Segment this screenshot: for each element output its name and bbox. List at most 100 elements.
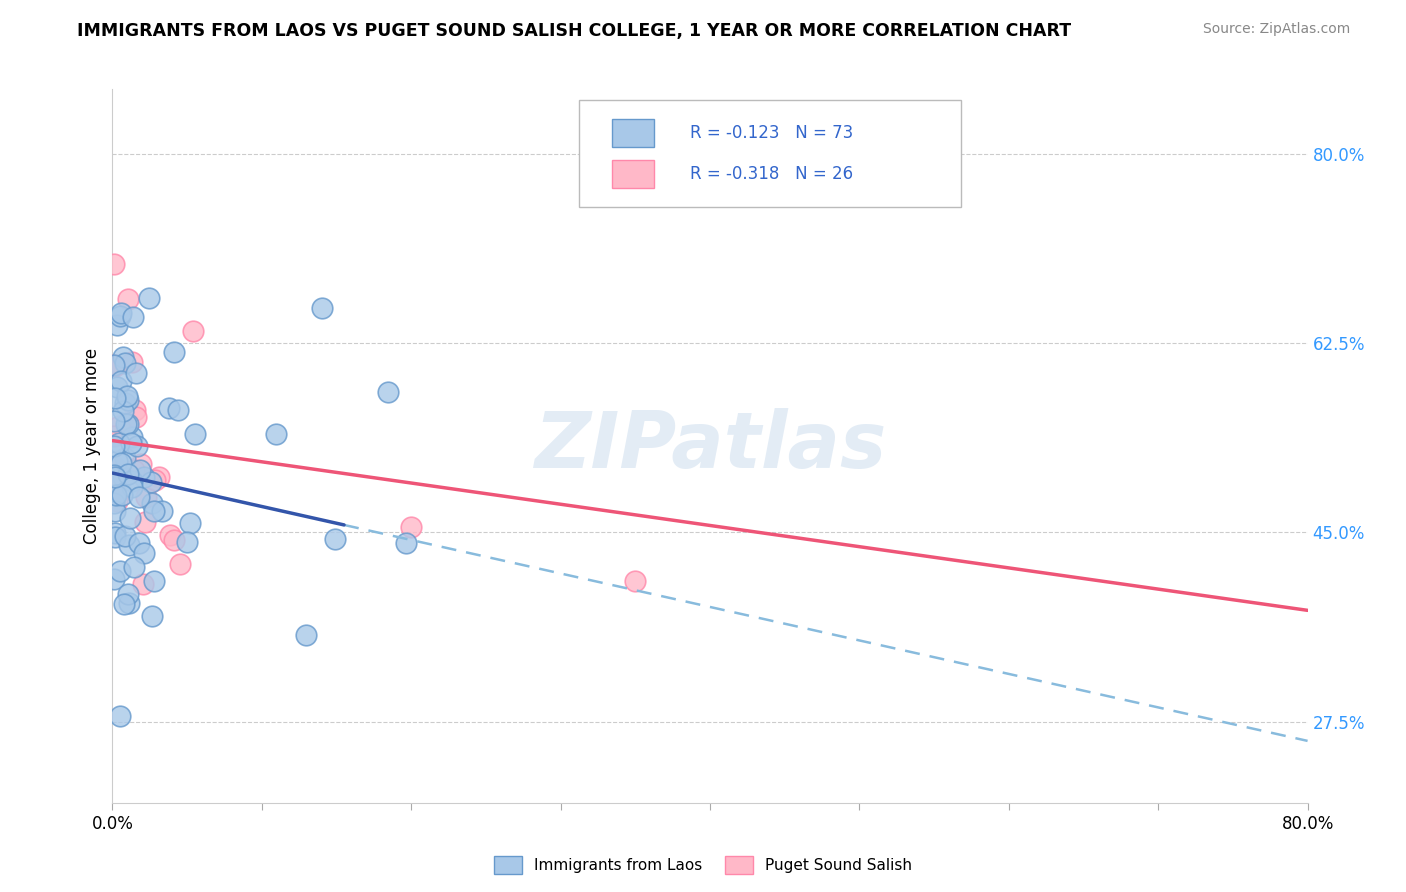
Point xyxy=(111,470,134,484)
Point xyxy=(120,436,142,450)
Point xyxy=(117,467,139,482)
Point xyxy=(128,536,150,550)
Point xyxy=(118,538,141,552)
Point xyxy=(264,426,287,441)
Point xyxy=(117,587,139,601)
Legend: Immigrants from Laos, Puget Sound Salish: Immigrants from Laos, Puget Sound Salish xyxy=(488,850,918,880)
Point xyxy=(181,324,204,338)
Point xyxy=(143,574,166,589)
Point xyxy=(118,596,141,610)
Point xyxy=(104,460,127,475)
Point xyxy=(110,456,132,470)
Point xyxy=(129,458,152,472)
Point xyxy=(311,301,333,315)
Point xyxy=(112,350,135,364)
Point xyxy=(114,356,136,370)
Point xyxy=(103,358,125,372)
Text: IMMIGRANTS FROM LAOS VS PUGET SOUND SALISH COLLEGE, 1 YEAR OR MORE CORRELATION C: IMMIGRANTS FROM LAOS VS PUGET SOUND SALI… xyxy=(77,22,1071,40)
Point xyxy=(114,529,136,543)
Point xyxy=(121,474,143,488)
Point xyxy=(141,496,163,510)
Text: R = -0.123   N = 73: R = -0.123 N = 73 xyxy=(690,124,853,142)
Point xyxy=(112,597,135,611)
Point xyxy=(105,380,128,394)
Point xyxy=(103,429,125,443)
Point xyxy=(122,463,145,477)
Point xyxy=(104,503,127,517)
Point xyxy=(176,534,198,549)
Point xyxy=(104,359,127,373)
Point xyxy=(105,494,128,508)
Point xyxy=(110,305,132,319)
Point xyxy=(117,393,139,408)
Point xyxy=(377,384,399,399)
Point xyxy=(104,391,127,405)
Point xyxy=(105,454,128,468)
Y-axis label: College, 1 year or more: College, 1 year or more xyxy=(83,348,101,544)
Point xyxy=(117,292,139,306)
Point xyxy=(624,574,647,589)
Point xyxy=(129,463,152,477)
Point xyxy=(152,504,174,518)
Point xyxy=(103,467,125,482)
Point xyxy=(114,450,136,465)
Text: ZIPatlas: ZIPatlas xyxy=(534,408,886,484)
Point xyxy=(117,389,139,403)
Point xyxy=(108,565,131,579)
Point xyxy=(141,475,163,490)
Point xyxy=(117,417,139,431)
FancyBboxPatch shape xyxy=(579,100,962,207)
Point xyxy=(121,430,143,444)
Point xyxy=(179,516,201,531)
Point xyxy=(108,436,131,450)
Point xyxy=(124,403,146,417)
Point xyxy=(103,257,125,271)
Point xyxy=(141,608,163,623)
Point xyxy=(103,572,125,586)
Point xyxy=(401,520,423,534)
FancyBboxPatch shape xyxy=(612,119,654,147)
Point xyxy=(105,488,128,502)
Point xyxy=(103,358,125,372)
Point xyxy=(103,439,125,453)
Point xyxy=(121,480,143,494)
Point xyxy=(142,504,165,518)
Point xyxy=(110,488,132,502)
Point xyxy=(294,627,316,641)
Point xyxy=(135,490,157,504)
Point xyxy=(114,396,136,410)
Point xyxy=(104,487,127,501)
Point xyxy=(110,374,132,388)
Point xyxy=(122,560,145,574)
Point xyxy=(169,558,191,572)
Point xyxy=(128,490,150,504)
FancyBboxPatch shape xyxy=(612,160,654,188)
Point xyxy=(323,532,346,546)
Point xyxy=(115,417,138,431)
Point xyxy=(395,536,418,550)
Point xyxy=(132,577,155,591)
Text: Source: ZipAtlas.com: Source: ZipAtlas.com xyxy=(1202,22,1350,37)
Point xyxy=(112,404,135,418)
Point xyxy=(125,439,148,453)
Point xyxy=(108,467,131,481)
Point xyxy=(107,473,129,487)
Point xyxy=(105,318,128,332)
Point xyxy=(134,515,156,529)
Point xyxy=(108,418,131,433)
Point xyxy=(159,528,181,542)
Point xyxy=(121,355,143,369)
Point xyxy=(108,309,131,323)
Point xyxy=(104,470,127,484)
Point xyxy=(121,310,143,324)
Point xyxy=(163,533,186,547)
Point xyxy=(125,410,148,425)
Text: R = -0.318   N = 26: R = -0.318 N = 26 xyxy=(690,165,853,183)
Point xyxy=(145,474,167,488)
Point xyxy=(103,414,125,428)
Point xyxy=(163,345,186,359)
Point xyxy=(166,402,188,417)
Point xyxy=(104,531,127,545)
Point xyxy=(108,709,131,723)
Point xyxy=(157,401,180,415)
